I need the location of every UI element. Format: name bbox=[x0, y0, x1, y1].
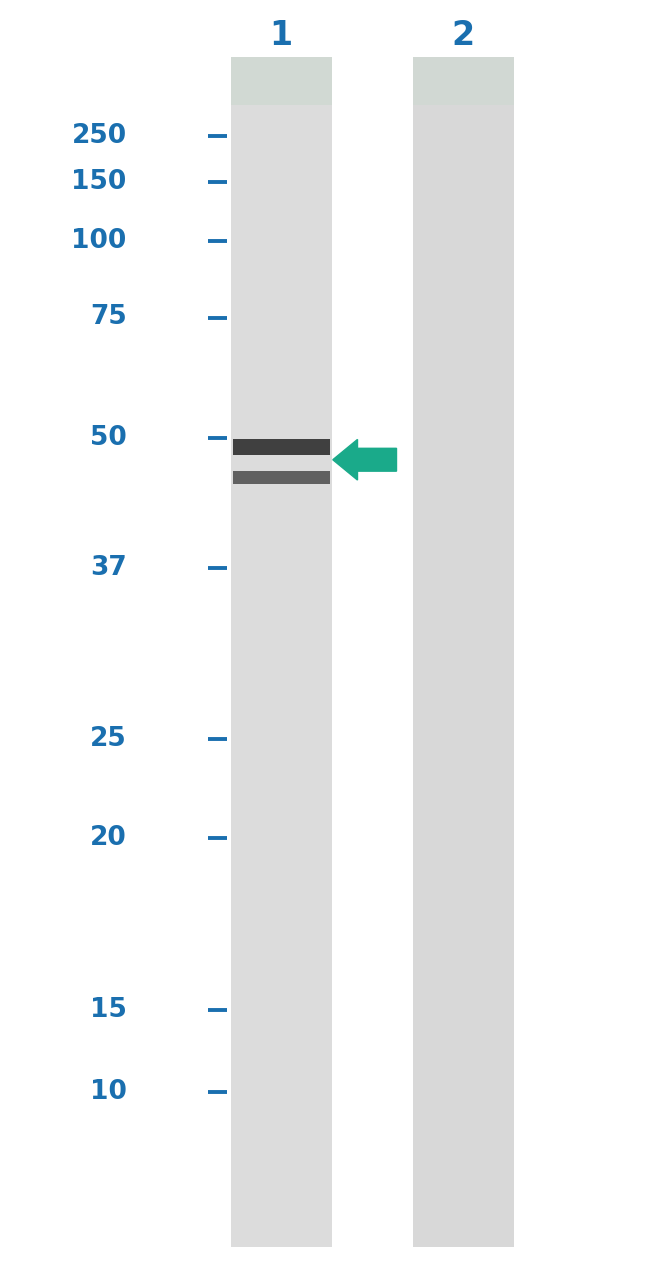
Text: 150: 150 bbox=[72, 169, 127, 194]
Text: 50: 50 bbox=[90, 425, 127, 451]
Text: 15: 15 bbox=[90, 997, 127, 1022]
Bar bbox=[413, 57, 514, 104]
Text: 250: 250 bbox=[72, 123, 127, 149]
Text: 37: 37 bbox=[90, 555, 127, 580]
Text: 20: 20 bbox=[90, 826, 127, 851]
Text: 75: 75 bbox=[90, 305, 127, 330]
Bar bbox=[233, 471, 330, 484]
FancyArrow shape bbox=[333, 439, 396, 480]
Bar bbox=[233, 439, 330, 455]
Text: 100: 100 bbox=[72, 229, 127, 254]
Bar bbox=[413, 57, 514, 1247]
Bar bbox=[231, 57, 332, 104]
Text: 10: 10 bbox=[90, 1080, 127, 1105]
Text: 2: 2 bbox=[452, 19, 474, 52]
Text: 1: 1 bbox=[270, 19, 292, 52]
Bar bbox=[231, 57, 332, 1247]
Text: 25: 25 bbox=[90, 726, 127, 752]
